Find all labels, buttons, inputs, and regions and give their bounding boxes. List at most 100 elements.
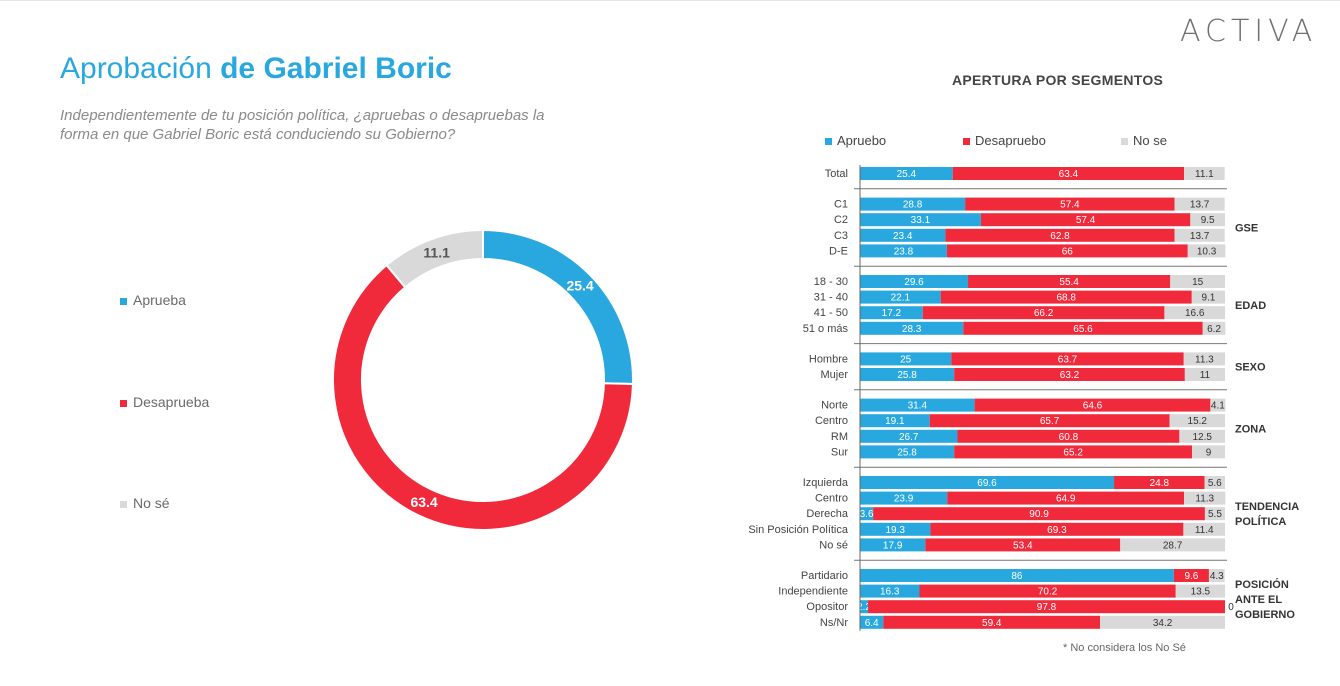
bar-segment	[965, 197, 1175, 211]
donut-legend-disapprove: Desaprueba	[120, 394, 209, 410]
bar-segment	[860, 476, 1115, 489]
bar-row-label: Sin Posición Política	[748, 524, 849, 536]
bar-segment	[1192, 445, 1225, 459]
bar-segment	[1204, 507, 1225, 521]
bar-segment	[860, 491, 948, 505]
bar-segment	[860, 445, 955, 459]
group-label: GOBIERNO	[1235, 609, 1295, 621]
bar-segment	[1164, 306, 1225, 320]
bar-row-label: Mujer	[820, 369, 848, 381]
bar-value-label: 10.3	[1197, 246, 1217, 257]
bar-value-label: 62.8	[1050, 231, 1070, 242]
donut-slice-1	[482, 228, 634, 386]
bar-value-label: 33.1	[911, 215, 931, 226]
bar-legend-label: No se	[1133, 133, 1167, 148]
bar-segment	[1183, 522, 1225, 536]
segments-title: APERTURA POR SEGMENTOS	[952, 72, 1164, 88]
bar-segment	[1187, 244, 1226, 258]
bar-value-label: 13.5	[1191, 587, 1211, 598]
bar-segment	[860, 167, 953, 180]
donut-legend-unknown: No sé	[120, 495, 170, 511]
bar-legend-disapprove: Desapruebo	[963, 133, 1046, 148]
bar-value-label: 11.3	[1195, 354, 1214, 365]
bar-segment	[1184, 368, 1225, 381]
bar-segment	[1120, 538, 1225, 552]
bar-value-label: 69.6	[977, 478, 997, 489]
bar-value-label: 59.4	[982, 618, 1002, 629]
approve-swatch	[120, 297, 127, 305]
bar-segment	[963, 321, 1203, 335]
bar-segment	[873, 507, 1205, 521]
bar-segment	[860, 398, 975, 412]
donut-slice-2	[332, 263, 634, 531]
donut-legend-label: Aprueba	[133, 292, 186, 308]
bar-segment	[947, 491, 1185, 505]
bar-value-label: 11.1	[1195, 169, 1214, 180]
bar-value-label: 19.1	[885, 416, 905, 427]
bar-segment	[1204, 476, 1225, 489]
bar-value-label: 25.8	[897, 370, 917, 381]
bar-segment	[919, 584, 1176, 598]
bar-segment	[1174, 228, 1225, 242]
bar-segment	[957, 429, 1180, 443]
bar-segment	[883, 615, 1101, 629]
bar-segment	[968, 275, 1171, 288]
bar-segment	[1179, 429, 1225, 443]
bar-segment	[860, 522, 931, 536]
bar-value-label: 16.6	[1185, 308, 1205, 319]
bar-segment	[954, 445, 1193, 459]
bar-segment	[1100, 615, 1225, 629]
bar-row-label: Hombre	[809, 353, 848, 365]
bar-value-label: 22.1	[891, 293, 911, 304]
bar-value-label: 31.4	[908, 401, 928, 412]
bar-value-label: 63.7	[1058, 354, 1078, 365]
bar-value-label: 23.9	[894, 494, 914, 505]
bar-row-label: C2	[834, 214, 848, 226]
bar-segment	[860, 368, 955, 381]
bar-row-label: Opositor	[806, 601, 848, 613]
bar-segment	[929, 414, 1170, 428]
bar-segment	[860, 275, 969, 288]
bar-segment	[860, 290, 941, 304]
bar-segment	[860, 429, 958, 443]
bar-value-label: 97.8	[1037, 602, 1057, 613]
bar-segment	[860, 538, 926, 552]
bar-value-label: 19.3	[885, 525, 905, 536]
unknown-swatch	[1121, 138, 1128, 146]
bar-row-label: Izquierda	[803, 477, 849, 489]
bar-segment	[860, 352, 952, 366]
bar-value-label: 11.4	[1195, 525, 1214, 536]
bar-segment	[1170, 275, 1225, 288]
bar-value-label: 63.2	[1060, 370, 1080, 381]
bar-segment	[1169, 414, 1225, 428]
bar-segment	[1210, 398, 1226, 412]
bar-value-label: 2.2	[857, 602, 871, 613]
bar-row-label: Centro	[815, 493, 848, 505]
bar-value-label: 5.5	[1208, 509, 1222, 520]
bar-row-label: Independiente	[778, 586, 848, 598]
bar-value-label: 11	[1200, 370, 1211, 381]
bar-value-label: 13.7	[1190, 200, 1210, 211]
bar-segment	[946, 244, 1188, 258]
bar-value-label: 28.3	[902, 324, 922, 335]
disapprove-swatch	[963, 138, 970, 146]
bar-segment	[1208, 569, 1225, 582]
bar-value-label: 9	[1206, 447, 1212, 458]
bar-legend-label: Apruebo	[837, 133, 887, 148]
bar-row-label: Derecha	[806, 508, 848, 520]
bar-segment	[860, 306, 923, 320]
group-label: POSICIÓN	[1235, 578, 1289, 591]
bar-segment	[860, 213, 981, 227]
bar-row-label: RM	[831, 431, 848, 443]
bar-segment	[868, 600, 1225, 614]
bar-row-label: 41 - 50	[814, 307, 848, 319]
bar-segment	[860, 507, 874, 521]
bar-value-label: 25.8	[897, 447, 917, 458]
bar-segment	[940, 290, 1192, 304]
disapprove-swatch	[120, 399, 127, 407]
bar-value-label: 69.3	[1047, 525, 1067, 536]
segments-stacked-bar-chart: Total 25.4 63.4 11.1 C1 28.8 57.4 13.7 C2 33.1 57.…	[748, 165, 1299, 631]
group-label: TENDENCIA	[1235, 501, 1299, 513]
bar-row-label: Partidario	[801, 570, 848, 582]
bar-row-label: Total	[825, 168, 848, 180]
